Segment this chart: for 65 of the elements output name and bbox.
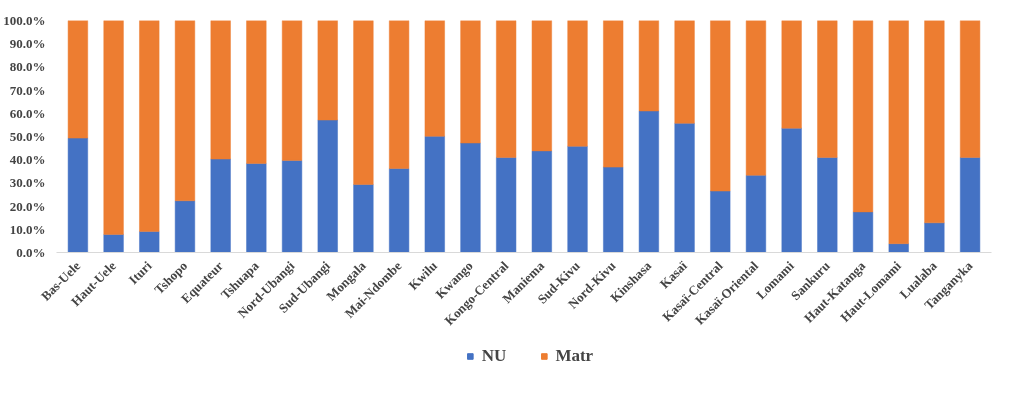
legend-label: NU [481, 346, 507, 366]
legend-label: Matr [555, 346, 594, 366]
bar [674, 123, 695, 253]
bar [139, 20, 160, 232]
bar [424, 20, 445, 137]
bar [638, 20, 659, 112]
bar [210, 20, 231, 160]
bar [852, 20, 874, 213]
bar [174, 200, 196, 253]
bar [924, 20, 945, 224]
bar [710, 190, 731, 253]
bar [852, 211, 874, 253]
bar [531, 20, 552, 152]
bar [603, 20, 624, 168]
bar [960, 20, 981, 158]
bar [210, 158, 231, 253]
bar [496, 157, 517, 253]
y-tick-label: 20.0% [9, 198, 46, 214]
bar [460, 142, 481, 253]
bar [710, 20, 731, 192]
y-tick-label: 60.0% [9, 105, 46, 121]
bar [460, 20, 481, 144]
bar [246, 20, 267, 164]
bar [281, 160, 303, 253]
bar [139, 231, 160, 253]
bar [103, 20, 124, 235]
bar [745, 174, 767, 253]
bar [888, 243, 909, 253]
y-tick-label: 100.0% [3, 13, 46, 28]
bar [531, 150, 552, 253]
bar [67, 137, 88, 253]
bar [424, 136, 445, 253]
y-tick-label: 50.0% [9, 129, 46, 144]
y-tick-label: 30.0% [9, 175, 46, 191]
bar [638, 110, 659, 253]
bar [888, 20, 909, 244]
bar [781, 20, 802, 129]
y-tick-label: 10.0% [9, 221, 46, 237]
bar [924, 222, 945, 253]
bar [817, 157, 838, 253]
bar [389, 20, 410, 169]
y-tick-label: 80.0% [9, 59, 46, 75]
y-tick-label: 0.0% [16, 245, 46, 260]
bar [567, 20, 588, 147]
bar [960, 157, 981, 253]
bar [174, 20, 196, 202]
bar [67, 20, 88, 139]
bar [496, 20, 517, 158]
bar [246, 163, 267, 253]
bar [103, 234, 124, 253]
bar [745, 20, 767, 176]
bar [603, 166, 624, 253]
bar [353, 20, 374, 185]
bar [781, 127, 802, 253]
bar [317, 20, 338, 121]
bar [389, 168, 410, 253]
bar [817, 20, 838, 158]
bar [353, 184, 374, 253]
y-tick-label: 70.0% [9, 82, 46, 98]
bar [567, 145, 588, 253]
y-tick-label: 90.0% [9, 36, 46, 52]
bar [674, 20, 695, 124]
bar [281, 20, 303, 161]
y-tick-label: 40.0% [9, 152, 46, 168]
bar [317, 119, 338, 253]
